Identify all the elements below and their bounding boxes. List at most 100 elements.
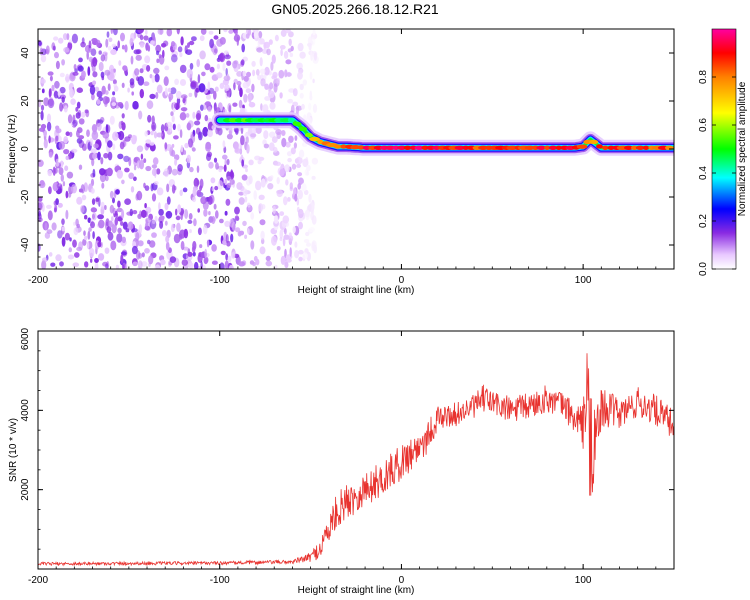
spectrogram-noise-blob	[255, 180, 262, 191]
spectrogram-noise-blob	[63, 105, 68, 113]
spectrogram-noise-blob	[133, 176, 137, 182]
spectrogram-noise-blob	[164, 65, 170, 71]
colorbar-tick-label: 0.2	[698, 214, 709, 228]
spectrogram-noise-blob	[181, 259, 188, 266]
spectrogram-noise-blob	[113, 83, 118, 89]
spectrogram-noise-blob	[259, 219, 266, 226]
spectrogram-noise-blob	[118, 130, 125, 141]
spectrogram-noise-blob	[226, 60, 232, 66]
spectrogram-noise-blob	[299, 92, 304, 99]
spectrogram-noise-blob	[166, 183, 170, 193]
spectrogram-ridge-blob	[292, 121, 302, 127]
snr-y-ticks: 2000 4000 6000	[20, 327, 674, 550]
spectrogram-noise-blob	[116, 207, 123, 213]
spectrogram-noise-blob	[200, 29, 207, 35]
spectrogram-noise-blob	[267, 183, 274, 190]
spectrogram-noise-blob	[128, 172, 135, 180]
spectrogram-noise-blob	[153, 67, 160, 74]
spectrogram-noise-blob	[47, 210, 53, 221]
spectrogram-noise-blob	[66, 33, 70, 41]
spectrogram-noise-blob	[302, 252, 309, 260]
spectrogram-noise-blob	[159, 220, 164, 229]
spectrogram-noise-blob	[196, 59, 200, 68]
spectrogram-noise-blob	[246, 144, 250, 154]
spectrogram-noise-blob	[118, 60, 122, 66]
spectrogram-noise-blob	[112, 79, 117, 85]
spectrogram-noise-blob	[219, 262, 225, 269]
snr-x-label: Height of straight line (km)	[298, 585, 415, 596]
spectrogram-noise-blob	[111, 102, 117, 107]
spectrogram-noise-blob	[176, 29, 180, 35]
spectrogram-ridge-blob	[403, 145, 412, 150]
snr-x-ticks: -200 -100 0 100	[28, 331, 675, 586]
spectrogram-ridge-blob	[576, 144, 588, 149]
spectrogram-noise-blob	[46, 229, 53, 234]
spectrogram-noise-blob	[71, 148, 78, 153]
spectrogram-noise-blob	[246, 71, 251, 78]
spectrogram-noise-blob	[294, 135, 298, 141]
spectrogram-noise-blob	[225, 68, 228, 76]
spectrogram-noise-blob	[232, 102, 238, 107]
spectrogram-noise-blob	[245, 33, 250, 39]
spectrogram-noise-blob	[297, 71, 303, 80]
spectrogram-noise-blob	[109, 190, 114, 199]
spectrogram-noise-blob	[294, 250, 300, 259]
spectrogram-noise-blob	[209, 66, 215, 73]
spectrogram-noise-blob	[76, 196, 83, 205]
spectrogram-noise-blob	[48, 135, 51, 144]
spectrogram-noise-blob	[296, 156, 303, 165]
spectrogram-noise-blob	[78, 241, 83, 251]
spectrogram-noise-blob	[58, 141, 65, 150]
spectrogram-noise-blob	[233, 34, 241, 42]
spectrogram-noise-blob	[288, 235, 294, 242]
spectrogram-noise-blob	[225, 234, 229, 244]
spectrogram-noise-blob	[50, 262, 56, 267]
spectrogram-noise-blob	[97, 214, 104, 220]
spectrogram-noise-blob	[259, 68, 266, 75]
spectrogram-ridge-blob	[602, 145, 609, 150]
spectrogram-noise-blob	[61, 236, 66, 247]
spectrogram-noise-blob	[213, 90, 217, 100]
spectrogram-noise-blob	[249, 260, 255, 265]
spectrogram-noise-blob	[171, 149, 176, 157]
spectrogram-noise-blob	[132, 100, 139, 110]
spectrogram-noise-blob	[222, 62, 226, 72]
spectrogram-noise-blob	[151, 232, 157, 238]
spectrogram-noise-blob	[77, 65, 84, 72]
spectrogram-noise-blob	[48, 88, 52, 98]
spectrogram-noise-blob	[199, 244, 203, 249]
spectrogram-noise-blob	[103, 152, 109, 159]
spectrogram-noise-blob	[88, 227, 92, 232]
spectrogram-noise-blob	[243, 75, 249, 82]
spectrogram-noise-blob	[241, 174, 248, 181]
spectrogram-noise-blob	[238, 191, 244, 196]
spectrogram-noise-blob	[219, 37, 226, 45]
spectrogram-noise-blob	[101, 182, 105, 189]
spectrogram-noise-blob	[166, 29, 173, 37]
spectrogram-noise-blob	[239, 87, 243, 98]
spectrogram-noise-blob	[180, 94, 188, 99]
spectrogram-noise-blob	[285, 258, 292, 263]
figure-title: GN05.2025.266.18.12.R21	[271, 1, 439, 17]
spectrogram-noise-blob	[57, 202, 63, 208]
spectrogram-noise-blob	[282, 215, 290, 224]
spectrogram-noise-blob	[219, 82, 225, 89]
spectrogram-noise-blob	[294, 241, 298, 248]
spectrogram-noise-blob	[204, 248, 208, 259]
spectrogram-noise-blob	[144, 248, 150, 254]
spectrogram-noise-blob	[183, 228, 189, 239]
spectrogram-noise-blob	[135, 231, 140, 242]
spectrogram-ridge-blob	[555, 145, 562, 150]
spectrogram-noise-blob	[230, 169, 234, 178]
spectrogram-noise-blob	[100, 54, 106, 62]
spectrogram-noise-blob	[198, 83, 206, 93]
spectrogram-noise-blob	[174, 158, 178, 166]
spectrogram-noise-blob	[257, 74, 261, 81]
spectrogram-noise-blob	[154, 264, 161, 269]
spectrogram-noise-blob	[258, 156, 265, 161]
spectrogram-noise-blob	[238, 197, 245, 205]
x-tick-label: -100	[210, 575, 230, 586]
y-tick-label: 0	[20, 146, 31, 152]
spectrogram-noise-blob	[263, 130, 269, 140]
colorbar-gradient	[711, 28, 737, 270]
